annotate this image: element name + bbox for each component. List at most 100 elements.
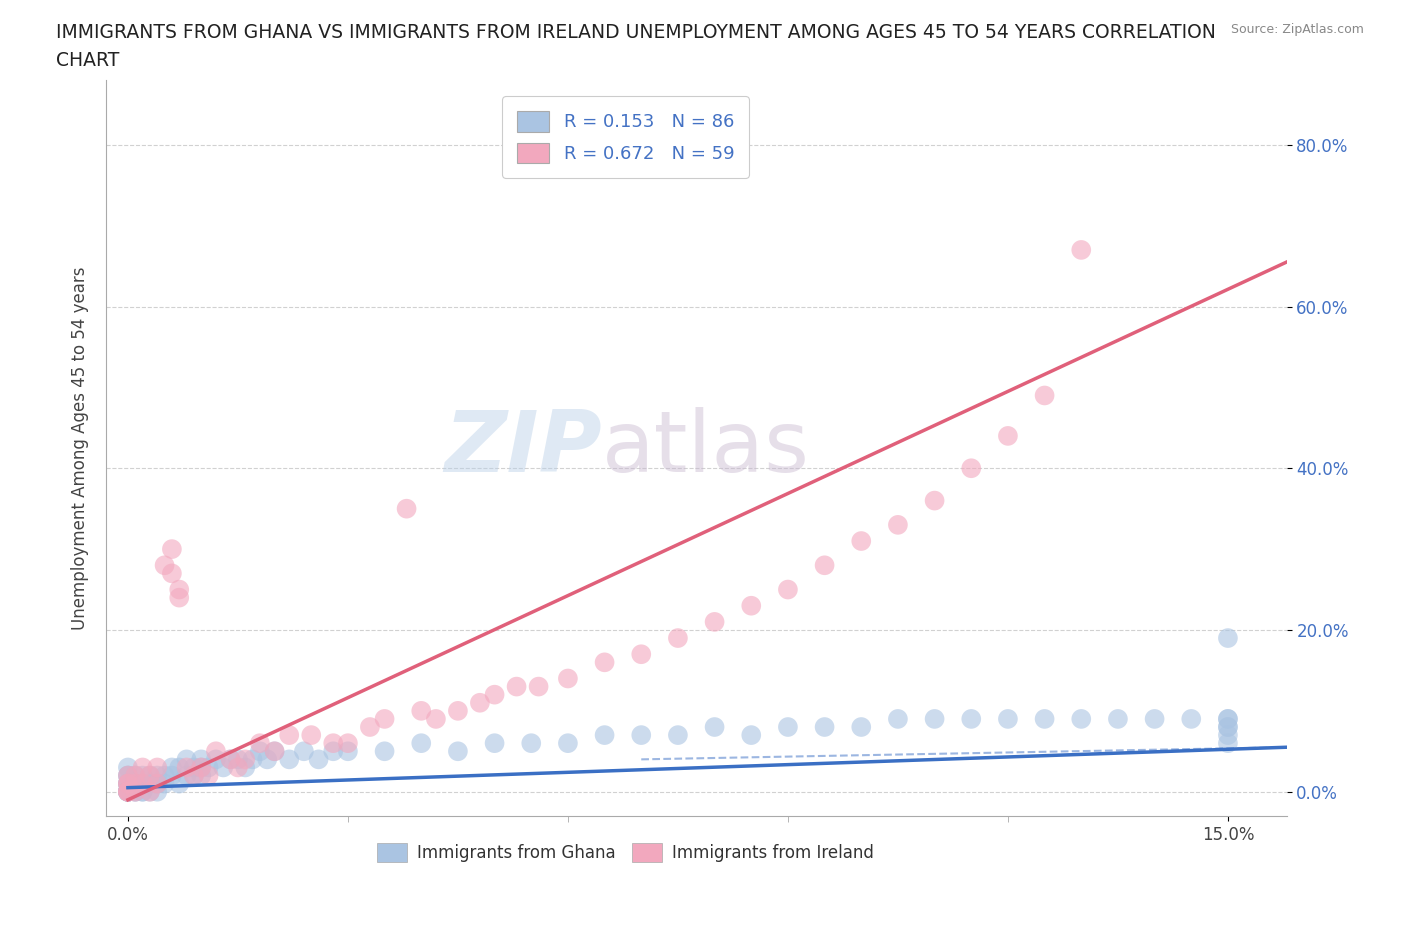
Point: [167, 760, 190, 775]
Point: [359, 720, 381, 735]
Point: [776, 582, 799, 597]
Legend: Immigrants from Ghana, Immigrants from Ireland: Immigrants from Ghana, Immigrants from I…: [368, 834, 883, 870]
Point: [484, 736, 506, 751]
Point: [124, 768, 146, 783]
Point: [160, 541, 183, 556]
Point: [117, 784, 139, 799]
Point: [278, 727, 301, 742]
Point: [219, 752, 242, 767]
Point: [183, 760, 205, 775]
Point: [374, 711, 396, 726]
Point: [299, 727, 322, 742]
Point: [190, 760, 212, 775]
Point: [160, 760, 183, 775]
Point: [887, 711, 910, 726]
Point: [1216, 631, 1239, 645]
Point: [278, 752, 301, 767]
Point: [630, 646, 652, 661]
Point: [395, 501, 418, 516]
Point: [205, 752, 228, 767]
Text: atlas: atlas: [602, 406, 810, 489]
Point: [167, 777, 190, 791]
Point: [1070, 711, 1092, 726]
Point: [117, 777, 139, 791]
Point: [703, 720, 725, 735]
Point: [117, 784, 139, 799]
Point: [740, 727, 762, 742]
Point: [139, 768, 162, 783]
Point: [176, 760, 198, 775]
Point: [308, 752, 330, 767]
Point: [1033, 711, 1056, 726]
Point: [117, 777, 139, 791]
Point: [124, 784, 146, 799]
Point: [1216, 711, 1239, 726]
Point: [153, 558, 176, 573]
Point: [117, 784, 139, 799]
Point: [960, 460, 983, 475]
Point: [666, 631, 689, 645]
Point: [1070, 243, 1092, 258]
Point: [124, 768, 146, 783]
Point: [374, 744, 396, 759]
Point: [593, 655, 616, 670]
Point: [468, 696, 491, 711]
Point: [146, 777, 169, 791]
Point: [520, 736, 543, 751]
Point: [997, 429, 1019, 444]
Point: [226, 752, 249, 767]
Point: [447, 744, 470, 759]
Point: [124, 784, 146, 799]
Point: [176, 752, 198, 767]
Point: [336, 736, 359, 751]
Point: [557, 671, 579, 686]
Point: [117, 784, 139, 799]
Point: [666, 727, 689, 742]
Point: [1107, 711, 1129, 726]
Point: [505, 679, 527, 694]
Point: [183, 768, 205, 783]
Point: [117, 777, 139, 791]
Point: [740, 598, 762, 613]
Point: [124, 777, 146, 791]
Point: [292, 744, 315, 759]
Text: ZIP: ZIP: [444, 406, 602, 489]
Point: [1216, 727, 1239, 742]
Point: [887, 517, 910, 532]
Point: [336, 744, 359, 759]
Point: [1143, 711, 1166, 726]
Text: Source: ZipAtlas.com: Source: ZipAtlas.com: [1230, 23, 1364, 36]
Point: [425, 711, 447, 726]
Point: [322, 736, 344, 751]
Point: [219, 752, 242, 767]
Point: [117, 777, 139, 791]
Point: [242, 752, 264, 767]
Point: [205, 744, 228, 759]
Point: [153, 768, 176, 783]
Point: [630, 727, 652, 742]
Point: [1216, 720, 1239, 735]
Point: [183, 768, 205, 783]
Point: [117, 784, 139, 799]
Point: [146, 760, 169, 775]
Point: [484, 687, 506, 702]
Point: [233, 752, 256, 767]
Point: [139, 784, 162, 799]
Point: [1180, 711, 1202, 726]
Point: [249, 744, 271, 759]
Point: [131, 768, 153, 783]
Point: [131, 777, 153, 791]
Point: [1216, 736, 1239, 751]
Point: [1216, 720, 1239, 735]
Point: [131, 784, 153, 799]
Point: [322, 744, 344, 759]
Point: [197, 768, 219, 783]
Point: [124, 777, 146, 791]
Point: [131, 777, 153, 791]
Point: [146, 784, 169, 799]
Point: [146, 768, 169, 783]
Point: [593, 727, 616, 742]
Point: [117, 784, 139, 799]
Point: [997, 711, 1019, 726]
Point: [960, 711, 983, 726]
